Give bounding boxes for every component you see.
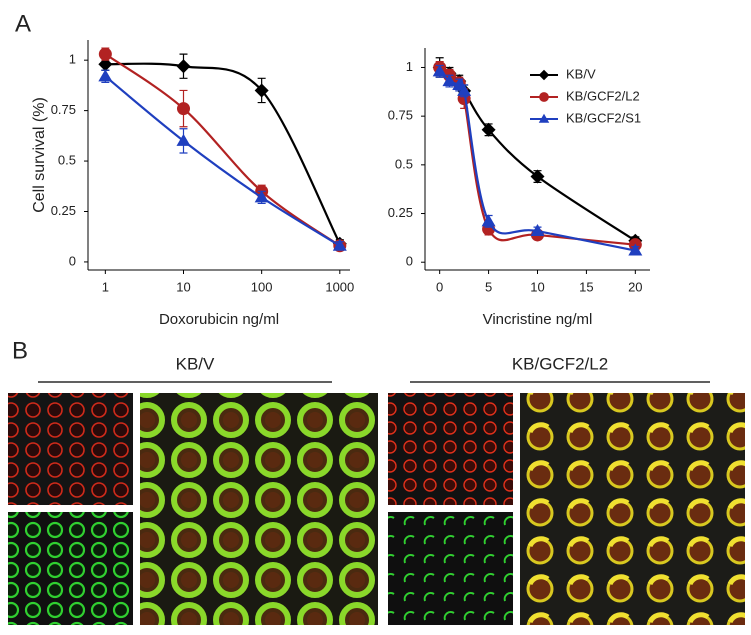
y-tick-label: 0.5 <box>395 156 413 171</box>
image-group-title: KB/GCF2/L2 <box>512 354 608 373</box>
y-axis-label: Cell survival (%) <box>31 97 48 213</box>
y-tick-label: 0.25 <box>388 205 413 220</box>
micrograph <box>8 393 133 505</box>
micrograph <box>388 512 513 625</box>
marker <box>176 59 191 74</box>
image-group-title: KB/V <box>176 354 215 373</box>
marker <box>254 190 269 203</box>
y-tick-label: 0.25 <box>51 203 76 218</box>
marker <box>332 238 347 251</box>
y-tick-label: 1 <box>406 59 413 74</box>
series-line <box>105 62 341 245</box>
legend-marker <box>538 69 550 81</box>
x-tick-label: 1000 <box>325 279 354 294</box>
x-tick-label: 10 <box>176 279 190 294</box>
micrograph <box>388 393 513 505</box>
marker <box>254 83 269 98</box>
micrograph <box>8 512 133 625</box>
marker <box>176 133 191 146</box>
series-line <box>104 53 341 247</box>
y-tick-label: 1 <box>69 52 76 67</box>
x-axis-label: Vincristine ng/ml <box>483 311 593 328</box>
legend-label: KB/GCF2/S1 <box>566 110 641 125</box>
marker <box>442 74 457 87</box>
x-tick-label: 100 <box>251 279 273 294</box>
x-tick-label: 10 <box>530 279 544 294</box>
y-tick-label: 0.5 <box>58 152 76 167</box>
marker <box>457 83 472 96</box>
marker <box>432 64 447 77</box>
x-tick-label: 1 <box>102 279 109 294</box>
x-tick-label: 20 <box>628 279 642 294</box>
x-tick-label: 5 <box>485 279 492 294</box>
legend-label: KB/GCF2/L2 <box>566 88 640 103</box>
marker <box>98 47 112 61</box>
micrograph <box>520 393 745 625</box>
marker <box>481 122 496 137</box>
series-line <box>104 75 341 247</box>
panel-label: B <box>12 337 28 364</box>
x-tick-label: 0 <box>436 279 443 294</box>
legend-marker <box>538 113 550 123</box>
marker <box>530 224 545 237</box>
legend-label: KB/V <box>566 66 596 81</box>
y-tick-label: 0 <box>406 254 413 269</box>
marker <box>628 243 643 256</box>
y-tick-label: 0 <box>69 253 76 268</box>
y-tick-label: 0.75 <box>51 102 76 117</box>
marker <box>98 69 113 82</box>
x-axis-label: Doxorubicin ng/ml <box>159 311 279 328</box>
legend-marker <box>539 92 549 102</box>
marker <box>481 214 496 227</box>
micrograph <box>140 393 378 625</box>
panel-label: A <box>15 10 31 37</box>
marker <box>176 102 190 116</box>
x-tick-label: 15 <box>579 279 593 294</box>
marker <box>530 169 545 184</box>
y-tick-label: 0.75 <box>388 108 413 123</box>
